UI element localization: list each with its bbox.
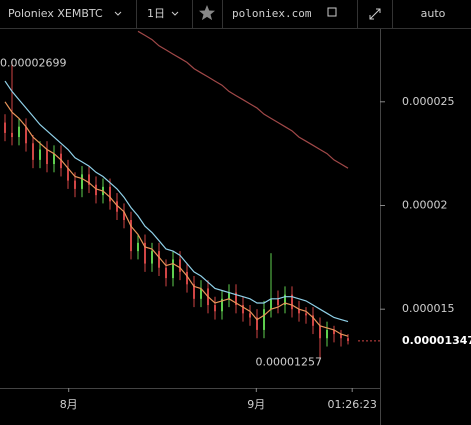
- candle-body: [45, 149, 48, 165]
- candle-body: [249, 313, 252, 318]
- candle-body: [52, 153, 55, 165]
- candle-body: [186, 271, 189, 285]
- candle-body: [137, 242, 140, 252]
- candle-body: [144, 242, 147, 264]
- symbol[interactable]: Poloniex XEMBTC: [8, 7, 103, 20]
- star-icon[interactable]: [199, 5, 215, 21]
- site-link[interactable]: poloniex.com: [232, 7, 312, 20]
- candle-body: [228, 292, 231, 299]
- dropdown-icon: [171, 11, 179, 16]
- last-price-label: 0.00001347: [402, 334, 471, 347]
- candle-body: [81, 174, 84, 189]
- candle-body: [31, 143, 34, 160]
- moving-average: [4, 80, 349, 323]
- interval[interactable]: 1日: [147, 7, 165, 20]
- candle-body: [109, 186, 112, 202]
- candle-body: [256, 317, 259, 330]
- candle-body: [319, 325, 322, 339]
- candle-body: [3, 122, 6, 133]
- candle-body: [277, 298, 280, 306]
- candle-body: [130, 220, 133, 252]
- candle-body: [263, 309, 266, 330]
- candle-body: [193, 284, 196, 299]
- candle-body: [38, 149, 41, 160]
- low-label: 0.00001257: [256, 356, 322, 369]
- x-tick-label: 8月: [60, 398, 78, 411]
- candle-body: [200, 288, 203, 299]
- fullscreen-icon[interactable]: [369, 8, 381, 20]
- candle-body: [221, 298, 224, 312]
- candle-body: [59, 153, 62, 169]
- candle-body: [242, 305, 245, 314]
- candle-body: [95, 184, 98, 196]
- candle-body: [291, 294, 294, 310]
- toolbar: Poloniex XEMBTC 1日 poloniex.com auto: [0, 0, 471, 29]
- candle-body: [67, 168, 70, 181]
- candle-body: [172, 259, 175, 279]
- candle-body: [347, 338, 350, 341]
- candle-body: [270, 298, 273, 310]
- candle-body: [326, 329, 329, 339]
- candle-body: [24, 126, 27, 144]
- candle-body: [179, 259, 182, 272]
- candle-body: [10, 132, 13, 138]
- x-tick-label: 01:26:23: [328, 398, 377, 411]
- plot-area: [3, 30, 350, 360]
- candle-body: [158, 251, 161, 268]
- candle-body: [116, 201, 119, 212]
- candle-body: [165, 267, 168, 279]
- candle-body: [88, 174, 91, 185]
- moving-average: [137, 30, 349, 169]
- candle-body: [235, 292, 238, 306]
- y-tick-label: 0.00002: [402, 198, 448, 211]
- high-label: 0.00002699: [0, 57, 66, 70]
- candle-body: [312, 315, 315, 326]
- dropdown-icon: [114, 11, 122, 16]
- candle-body: [214, 305, 217, 312]
- y-tick-label: 0.000025: [402, 95, 455, 108]
- external-icon: [327, 7, 337, 17]
- x-tick-label: 9月: [247, 398, 265, 411]
- candle-body: [305, 313, 308, 316]
- candle-body: [340, 334, 343, 339]
- candle-body: [333, 329, 336, 335]
- moving-average: [4, 101, 349, 337]
- scale-mode[interactable]: auto: [421, 7, 446, 20]
- candle-body: [123, 211, 126, 221]
- candle-body: [298, 309, 301, 314]
- y-tick-label: 0.000015: [402, 302, 455, 315]
- candle-body: [284, 294, 287, 306]
- candle-body: [74, 180, 77, 189]
- candle-body: [151, 251, 154, 264]
- candle-body: [17, 126, 20, 138]
